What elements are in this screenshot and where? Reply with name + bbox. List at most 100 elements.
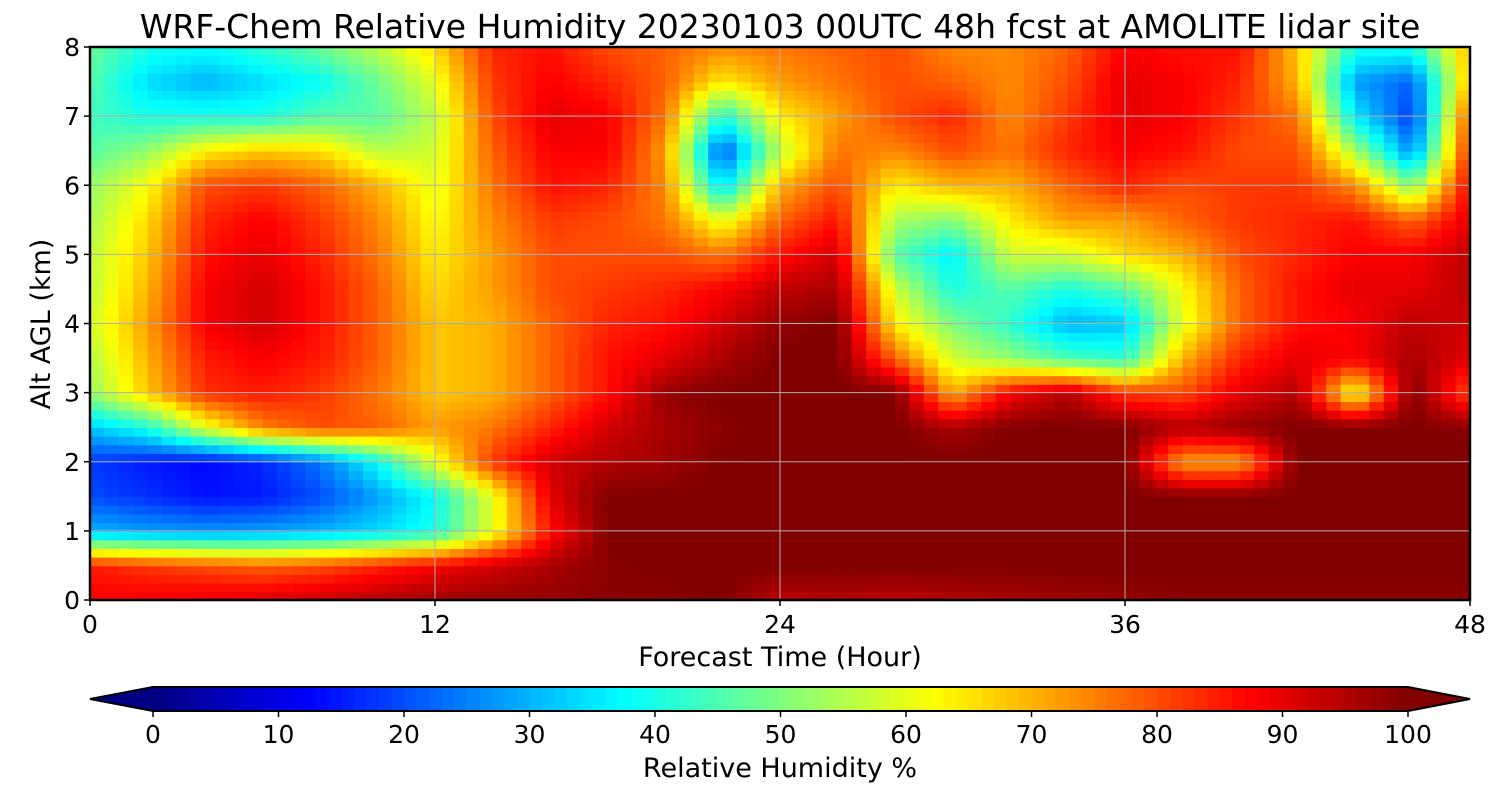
heatmap-cell	[176, 513, 192, 524]
heatmap-cell	[205, 211, 221, 221]
heatmap-cell	[133, 228, 149, 238]
heatmap-cell	[1383, 435, 1399, 446]
heatmap-cell	[995, 513, 1011, 524]
heatmap-cell	[880, 496, 896, 506]
heatmap-cell	[1398, 548, 1414, 558]
heatmap-cell	[133, 496, 149, 506]
heatmap-cell	[880, 504, 896, 515]
heatmap-cell	[291, 340, 307, 351]
heatmap-cell	[607, 228, 623, 238]
heatmap-cell	[923, 358, 939, 368]
heatmap-cell	[1326, 479, 1342, 489]
heatmap-cell	[1139, 444, 1155, 454]
heatmap-cell	[492, 332, 508, 342]
heatmap-cell	[406, 444, 422, 454]
heatmap-cell	[1110, 427, 1126, 437]
heatmap-cell	[1168, 167, 1184, 178]
heatmap-cell	[981, 479, 997, 489]
heatmap-cell	[1010, 444, 1026, 454]
heatmap-cell	[1168, 548, 1184, 558]
heatmap-cell	[593, 453, 609, 463]
heatmap-cell	[1168, 383, 1184, 394]
heatmap-cell	[248, 383, 264, 394]
heatmap-cell	[1340, 288, 1356, 299]
heatmap-cell	[1196, 530, 1213, 541]
heatmap-cell	[1081, 314, 1098, 325]
heatmap-cell	[305, 306, 321, 316]
heatmap-cell	[1240, 228, 1256, 238]
heatmap-cell	[823, 418, 839, 428]
heatmap-cell	[1283, 185, 1299, 195]
heatmap-cell	[90, 211, 106, 221]
heatmap-cell	[938, 245, 954, 256]
heatmap-cell	[406, 427, 422, 437]
heatmap-cell	[276, 358, 293, 368]
heatmap-cell	[463, 237, 479, 247]
heatmap-cell	[1010, 418, 1026, 428]
heatmap-cell	[1383, 444, 1399, 454]
heatmap-cell	[248, 556, 264, 567]
heatmap-cell	[262, 444, 278, 454]
heatmap-cell	[1412, 487, 1428, 498]
heatmap-cell	[636, 159, 652, 169]
heatmap-cell	[1426, 383, 1443, 394]
heatmap-cell	[262, 263, 278, 273]
heatmap-cell	[607, 530, 623, 541]
heatmap-cell	[1024, 401, 1040, 411]
heatmap-cell	[665, 530, 681, 541]
heatmap-cell	[1326, 176, 1342, 187]
heatmap-cell	[1441, 392, 1457, 403]
heatmap-cell	[190, 340, 206, 351]
heatmap-cell	[895, 150, 911, 161]
heatmap-cell	[722, 539, 738, 549]
heatmap-cell	[478, 323, 494, 333]
heatmap-cell	[1355, 332, 1371, 342]
heatmap-cell	[420, 548, 436, 558]
heatmap-cell	[564, 582, 580, 593]
heatmap-cell	[952, 271, 968, 282]
heatmap-cell	[1355, 193, 1371, 204]
heatmap-cell	[219, 556, 235, 567]
heatmap-cell	[923, 185, 939, 195]
heatmap-cell	[363, 522, 379, 532]
heatmap-cell	[435, 383, 451, 394]
heatmap-cell	[607, 565, 623, 575]
heatmap-cell	[161, 150, 178, 161]
heatmap-cell	[765, 461, 781, 472]
heatmap-cell	[248, 470, 264, 480]
heatmap-cell	[1225, 401, 1241, 411]
heatmap-cell	[1225, 461, 1241, 472]
heatmap-cell	[147, 470, 163, 480]
heatmap-cell	[1340, 383, 1356, 394]
heatmap-cell	[291, 297, 307, 308]
heatmap-cell	[1096, 504, 1112, 515]
heatmap-cell	[837, 530, 853, 541]
heatmap-cell	[578, 487, 594, 498]
heatmap-cell	[938, 418, 954, 428]
heatmap-cell	[665, 193, 681, 204]
heatmap-cell	[808, 176, 824, 187]
heatmap-cell	[564, 202, 580, 212]
heatmap-cell	[708, 167, 724, 178]
heatmap-cell	[1254, 530, 1270, 541]
heatmap-cell	[377, 280, 393, 290]
heatmap-cell	[1125, 176, 1141, 187]
heatmap-cell	[406, 280, 422, 290]
heatmap-cell	[564, 314, 580, 325]
heatmap-cell	[751, 211, 767, 221]
heatmap-cell	[665, 582, 681, 593]
heatmap-cell	[995, 461, 1011, 472]
heatmap-cell	[377, 574, 393, 584]
heatmap-cell	[133, 306, 149, 316]
heatmap-cell	[1010, 487, 1026, 498]
heatmap-cell	[981, 427, 997, 437]
heatmap-cell	[104, 556, 120, 567]
heatmap-cell	[133, 470, 149, 480]
heatmap-cell	[377, 409, 393, 420]
heatmap-cell	[1355, 574, 1371, 584]
heatmap-cell	[205, 435, 221, 446]
heatmap-cell	[923, 539, 939, 549]
heatmap-cell	[679, 444, 695, 454]
heatmap-cell	[923, 323, 939, 333]
heatmap-cell	[1268, 288, 1284, 299]
